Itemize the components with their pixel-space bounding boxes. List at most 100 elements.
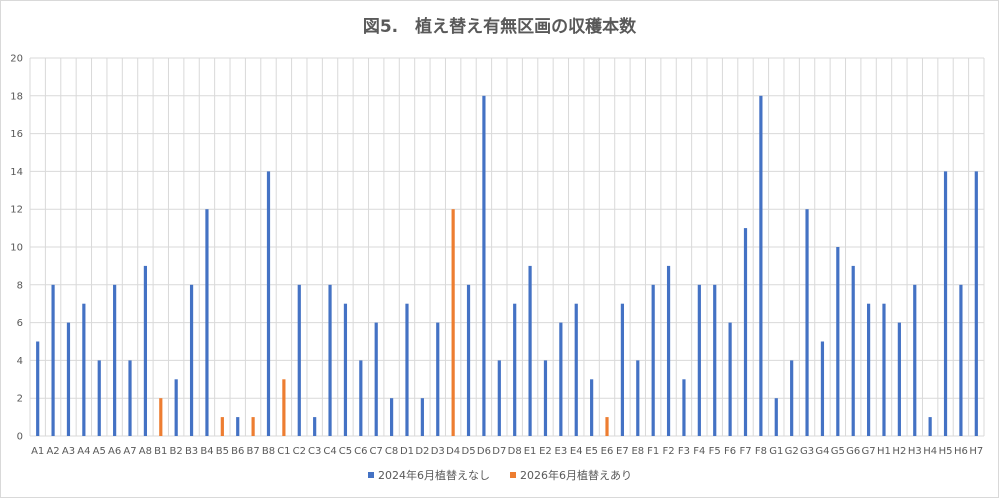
x-tick-label: H7 <box>969 446 983 457</box>
bar-D5-series-1 <box>466 284 471 436</box>
x-tick-label: D6 <box>477 446 491 457</box>
x-tick-label: C7 <box>370 446 383 457</box>
bar-A2-series-1 <box>51 284 55 436</box>
bar-A7-series-1 <box>128 360 132 436</box>
x-tick-label: F4 <box>693 446 705 457</box>
x-tick-label: G4 <box>815 446 829 457</box>
bar-B4-series-1 <box>205 209 209 436</box>
bar-C4-series-1 <box>328 284 332 436</box>
bar-F5-series-1 <box>713 284 717 436</box>
bar-C8-series-1 <box>389 398 394 436</box>
x-tick-label: C6 <box>354 446 367 457</box>
x-tick-label: B8 <box>262 446 275 457</box>
bar-H7-series-1 <box>974 171 978 436</box>
x-tick-label: E5 <box>585 446 598 457</box>
bar-G7-series-1 <box>866 303 871 436</box>
x-tick-label: F2 <box>663 446 675 457</box>
y-tick-label: 2 <box>17 394 23 405</box>
bar-C3-series-1 <box>313 417 317 436</box>
x-tick-label: G2 <box>785 446 799 457</box>
x-tick-label: F8 <box>755 446 767 457</box>
x-tick-label: A8 <box>139 446 152 457</box>
bar-C6-series-1 <box>359 360 363 436</box>
bar-C5-series-1 <box>343 303 348 436</box>
bar-F7-series-1 <box>743 228 748 436</box>
bar-G1-series-1 <box>774 398 778 436</box>
x-tick-label: C5 <box>339 446 352 457</box>
bar-F6-series-1 <box>728 322 732 436</box>
x-tick-label: C4 <box>323 446 336 457</box>
bar-D2-series-1 <box>420 398 424 436</box>
bar-C2-series-1 <box>297 284 301 436</box>
bar-B1-series-2 <box>159 398 163 436</box>
x-tick-label: D4 <box>446 446 460 457</box>
y-tick-label: 14 <box>10 167 23 178</box>
bar-H4-series-1 <box>928 417 932 436</box>
chart-title: 図5. 植え替え有無区画の収穫本数 <box>363 16 637 37</box>
x-tick-label: B2 <box>170 446 183 457</box>
x-tick-label: D1 <box>400 446 414 457</box>
bar-H6-series-1 <box>959 284 963 436</box>
x-tick-label: D2 <box>415 446 429 457</box>
bar-H5-series-1 <box>943 171 948 436</box>
bar-D3-series-1 <box>436 322 440 436</box>
x-tick-label: E2 <box>539 446 552 457</box>
x-tick-label: H2 <box>892 446 906 457</box>
x-tick-label: B3 <box>185 446 198 457</box>
gridlines <box>29 57 985 437</box>
x-tick-label: A7 <box>123 446 136 457</box>
bar-F8-series-1 <box>759 95 763 437</box>
bar-B5-series-2 <box>220 417 224 436</box>
bar-A3-series-1 <box>66 322 71 436</box>
bar-E3-series-1 <box>559 322 563 436</box>
bar-G6-series-1 <box>851 265 855 436</box>
x-tick-label: E1 <box>524 446 537 457</box>
x-tick-label: F6 <box>724 446 736 457</box>
x-tick-label: H3 <box>908 446 922 457</box>
x-tick-label: H6 <box>954 446 968 457</box>
x-tick-label: A1 <box>31 446 44 457</box>
legend-swatch-2 <box>510 472 516 478</box>
x-tick-label: H4 <box>923 446 937 457</box>
x-tick-label: C1 <box>277 446 290 457</box>
x-tick-label: A6 <box>108 446 121 457</box>
bar-H3-series-1 <box>913 284 917 436</box>
x-tick-label: G5 <box>831 446 845 457</box>
x-tick-label: H5 <box>939 446 953 457</box>
y-tick-label: 6 <box>17 318 23 329</box>
x-tick-label: E8 <box>631 446 644 457</box>
x-tick-label: G6 <box>846 446 860 457</box>
x-tick-label: F5 <box>709 446 721 457</box>
bar-F2-series-1 <box>666 265 671 436</box>
x-axis-ticks: A1 A2 A3 A4 A5 A6 A7 A8 B1 B2 B3 B4 B5 B6 B7 B8 C1 C2 C3 C4… <box>31 446 983 457</box>
bar-D6-series-1 <box>482 95 486 437</box>
x-tick-label: F3 <box>678 446 690 457</box>
bar-D1-series-1 <box>405 303 409 436</box>
x-tick-label: D5 <box>462 446 476 457</box>
bar-C7-series-1 <box>374 322 378 436</box>
x-tick-label: E7 <box>616 446 629 457</box>
bar-G3-series-1 <box>805 209 809 436</box>
x-tick-label: F7 <box>739 446 751 457</box>
x-tick-label: G1 <box>769 446 783 457</box>
y-tick-label: 4 <box>17 356 23 367</box>
bar-E8-series-1 <box>636 360 640 436</box>
bar-F4-series-1 <box>697 284 701 436</box>
bar-A4-series-1 <box>82 303 86 436</box>
bar-H2-series-1 <box>897 322 901 436</box>
x-tick-label: B7 <box>246 446 259 457</box>
x-tick-label: E4 <box>570 446 583 457</box>
x-tick-label: G7 <box>862 446 876 457</box>
y-tick-label: 0 <box>17 432 23 443</box>
bar-F3-series-1 <box>682 379 686 436</box>
bar-B7-series-2 <box>251 417 255 436</box>
legend-label-1: 2024年6月植替えなし <box>378 468 490 482</box>
bar-E6-series-2 <box>605 417 609 436</box>
x-tick-label: E3 <box>555 446 568 457</box>
x-tick-label: B4 <box>200 446 213 457</box>
x-tick-label: A4 <box>77 446 90 457</box>
legend: 2024年6月植替えなし 2026年6月植替えあり <box>368 468 632 482</box>
bar-E2-series-1 <box>543 360 548 436</box>
y-tick-label: 20 <box>10 54 23 65</box>
